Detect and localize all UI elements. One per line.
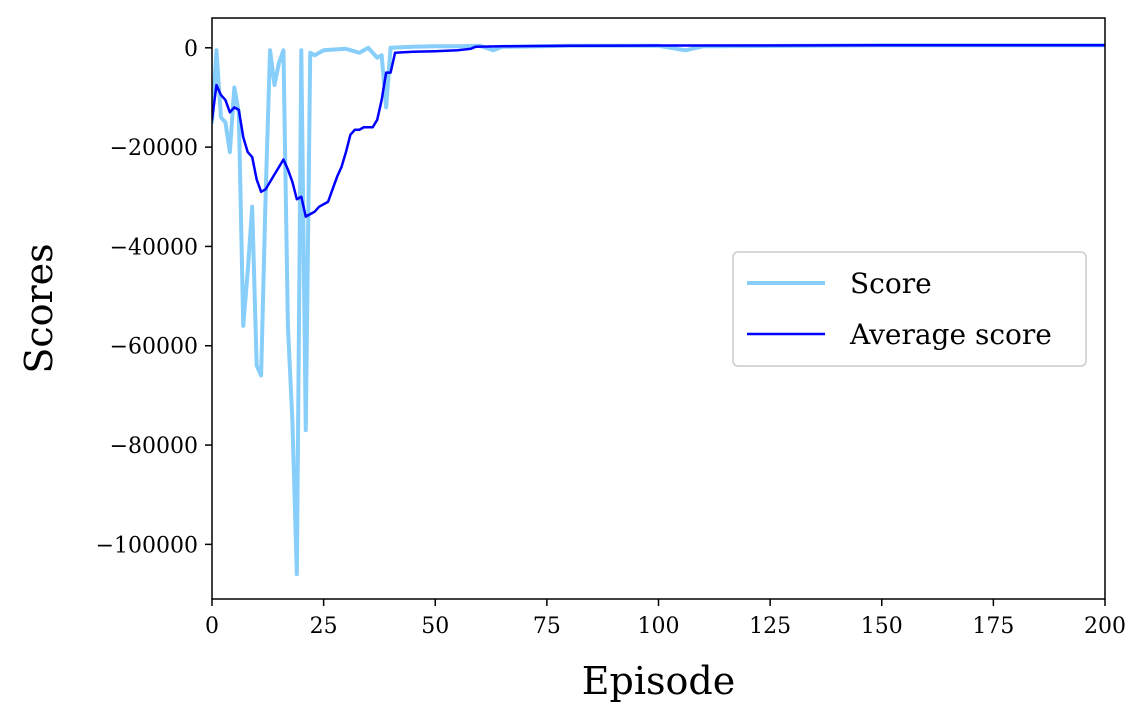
y-tick-label: −80000 — [110, 434, 198, 459]
legend: Score Average score — [732, 251, 1087, 367]
y-tick-label: −100000 — [96, 533, 198, 558]
x-tick-label: 50 — [421, 614, 449, 639]
x-axis-title: Episode — [582, 659, 735, 703]
series-line-score — [212, 43, 1105, 577]
x-tick-label: 150 — [861, 614, 903, 639]
y-tick-label: −60000 — [110, 335, 198, 360]
legend-label: Average score — [849, 318, 1052, 351]
x-tick-label: 100 — [638, 614, 680, 639]
legend-label: Score — [850, 267, 932, 300]
y-tick-label: −20000 — [110, 136, 198, 161]
legend-box — [732, 251, 1087, 367]
x-axis-ticks: 0 25 50 75 100 125 150 175 200 — [205, 599, 1126, 639]
y-tick-label: 0 — [184, 37, 198, 62]
series-layer — [212, 43, 1105, 577]
x-tick-label: 75 — [533, 614, 561, 639]
y-axis-ticks: 0 −20000 −40000 −60000 −80000 −100000 — [96, 37, 212, 558]
series-line-average-score — [212, 44, 1105, 218]
x-tick-label: 0 — [205, 614, 219, 639]
x-tick-label: 175 — [972, 614, 1014, 639]
x-tick-label: 25 — [310, 614, 338, 639]
x-tick-label: 200 — [1084, 614, 1126, 639]
y-axis-title: Scores — [17, 243, 61, 373]
x-tick-label: 125 — [749, 614, 791, 639]
y-tick-label: −40000 — [110, 235, 198, 260]
